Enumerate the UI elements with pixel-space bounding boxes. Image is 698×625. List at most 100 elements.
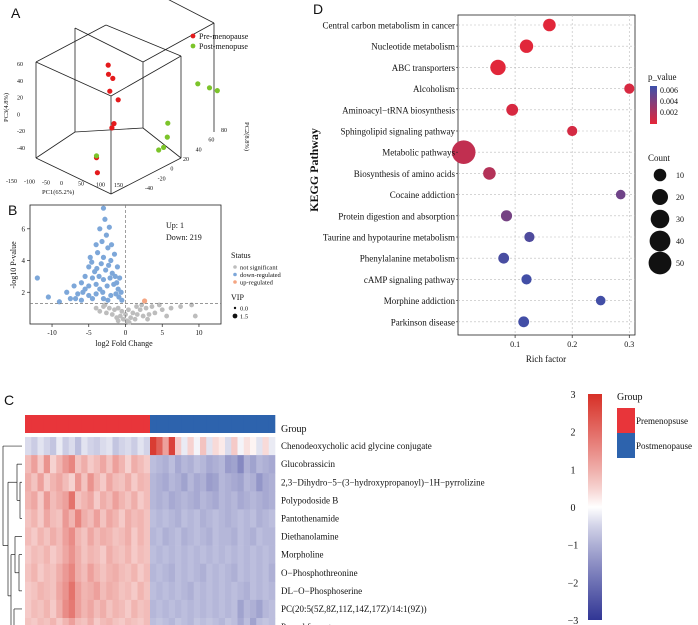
- heatmap-cell: [118, 455, 126, 474]
- heatmap-cell: [162, 455, 170, 474]
- volcano-point-down: [93, 291, 99, 297]
- heatmap-cell: [125, 545, 132, 564]
- heatmap-cell: [87, 581, 95, 601]
- heatmap-cell: [181, 527, 188, 546]
- heatmap-scale-bar: [588, 394, 602, 620]
- volcano-point-down: [93, 281, 99, 287]
- heatmap-cell: [156, 491, 163, 510]
- heatmap-cell: [112, 618, 120, 625]
- volcano-point-ns: [120, 316, 126, 322]
- pca-legend-swatch: [190, 43, 196, 49]
- heatmap-cell: [93, 545, 101, 564]
- heatmap-cell: [143, 473, 151, 492]
- heatmap-cell: [68, 437, 76, 456]
- heatmap-cell: [137, 527, 145, 546]
- heatmap-cell: [181, 509, 188, 528]
- kegg-count-legend-dot: [649, 230, 671, 252]
- kegg-x-label: Rich factor: [526, 354, 566, 364]
- heatmap-cell: [156, 437, 163, 456]
- pca-point-pre-6: [109, 125, 115, 131]
- heatmap-cell: [193, 509, 201, 528]
- pca-point-pre-5: [111, 121, 117, 127]
- heatmap-cell: [100, 563, 107, 583]
- volcano-point-down: [34, 275, 40, 281]
- heatmap-cell: [112, 437, 120, 456]
- volcano-point-down: [118, 289, 124, 295]
- heatmap-cell: [31, 563, 38, 583]
- heatmap-cell: [143, 599, 151, 619]
- heatmap-cell: [231, 599, 238, 619]
- heatmap-cell: [168, 473, 176, 492]
- heatmap-cell: [162, 618, 170, 625]
- heatmap-cell: [137, 545, 145, 564]
- heatmap-cell: [206, 509, 213, 528]
- heatmap-group-legend-swatch: [617, 408, 635, 433]
- volcano-point-down: [108, 292, 114, 299]
- heatmap-cell: [212, 545, 220, 564]
- heatmap-cell: [112, 545, 120, 564]
- heatmap-cell: [156, 599, 163, 619]
- pca-x-tick: -50: [42, 180, 50, 186]
- pca-point-post-3: [165, 120, 171, 126]
- volcano-point-down: [75, 291, 81, 297]
- heatmap-cell: [256, 581, 263, 601]
- volcano-point-down: [103, 267, 109, 273]
- heatmap-cell: [268, 455, 276, 474]
- heatmap-cell: [212, 599, 220, 619]
- heatmap-cell: [106, 473, 113, 492]
- heatmap-cell: [75, 545, 82, 564]
- heatmap-cell: [37, 437, 45, 456]
- heatmap-row-label: PC(20:5(5Z,8Z,11Z,14Z,17Z)/14:1(9Z)): [281, 604, 427, 614]
- heatmap-cell: [193, 581, 201, 601]
- heatmap-cell: [187, 509, 195, 528]
- heatmap-row-label: Morpholine: [281, 550, 324, 560]
- heatmap-cell: [218, 563, 226, 583]
- volcano-point-down: [114, 280, 120, 286]
- heatmap-cell: [87, 599, 95, 619]
- heatmap-cell: [125, 563, 132, 583]
- heatmap-cell: [150, 437, 157, 456]
- heatmap-cell: [212, 509, 220, 528]
- heatmap-cell: [250, 581, 257, 601]
- heatmap-cell: [106, 599, 113, 619]
- volcano-x-tick: 10: [195, 329, 203, 337]
- heatmap-cell: [43, 618, 51, 625]
- heatmap-cell: [106, 563, 113, 583]
- heatmap-cell: [162, 437, 170, 456]
- heatmap-cell: [218, 437, 226, 456]
- heatmap-cell: [256, 491, 263, 510]
- heatmap-group-label: Group: [281, 424, 307, 435]
- heatmap-cell: [231, 545, 238, 564]
- kegg-count-legend-label: 30: [676, 215, 684, 224]
- volcano-point-down: [94, 250, 101, 256]
- heatmap-cell: [137, 509, 145, 528]
- pca-legend-label: Pre-menopause: [199, 32, 249, 41]
- heatmap-cell: [43, 599, 51, 619]
- heatmap-cell: [31, 491, 38, 510]
- heatmap-cell: [150, 491, 157, 510]
- heatmap-cell: [56, 491, 63, 510]
- heatmap-cell: [193, 437, 201, 456]
- heatmap-cell: [43, 455, 51, 474]
- heatmap-group-cell: [118, 415, 126, 433]
- volcano-point-down: [94, 265, 100, 272]
- volcano-point-ns: [192, 313, 198, 319]
- volcano-point-ns: [115, 305, 121, 311]
- volcano-point-down: [100, 254, 107, 260]
- pca-y-tick: -20: [158, 176, 166, 182]
- heatmap-cell: [68, 527, 76, 546]
- heatmap-cell: [118, 491, 126, 510]
- kegg-p-legend-title: p_value: [648, 72, 677, 82]
- volcano-point-ns: [115, 318, 121, 324]
- kegg-pathway-label: Sphingolipid signaling pathway: [341, 127, 456, 137]
- heatmap-group-cell: [31, 415, 38, 433]
- heatmap-cell: [162, 473, 170, 492]
- heatmap-group-cell: [212, 415, 220, 433]
- heatmap-cell: [118, 509, 126, 528]
- heatmap-group-legend: Group Premenopsuse Postmenopause: [617, 392, 692, 458]
- heatmap-cell: [143, 618, 151, 625]
- heatmap-cell: [237, 509, 245, 528]
- kegg-count-legend-label: 10: [676, 171, 684, 180]
- heatmap-cell: [268, 545, 276, 564]
- heatmap-scale-tick: 2: [571, 428, 576, 439]
